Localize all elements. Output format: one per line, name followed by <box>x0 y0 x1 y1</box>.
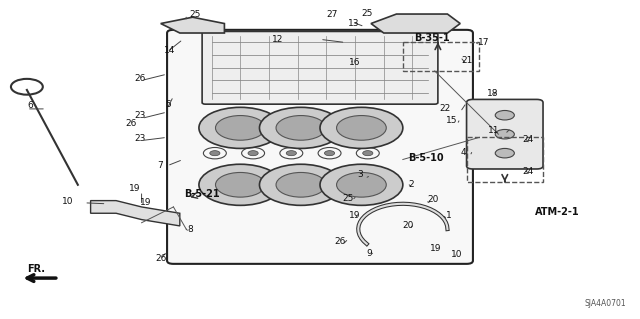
Text: 24: 24 <box>523 135 534 145</box>
Circle shape <box>324 87 335 93</box>
Circle shape <box>248 182 258 187</box>
Circle shape <box>248 87 258 93</box>
Text: 13: 13 <box>348 19 360 28</box>
Circle shape <box>324 56 335 61</box>
Text: 11: 11 <box>488 126 499 135</box>
Text: 23: 23 <box>134 111 145 120</box>
Circle shape <box>320 107 403 148</box>
Circle shape <box>363 119 373 124</box>
Circle shape <box>210 119 220 124</box>
Text: 19: 19 <box>129 184 140 193</box>
Circle shape <box>210 87 220 93</box>
Circle shape <box>363 182 373 187</box>
Text: 8: 8 <box>188 225 193 234</box>
Text: 12: 12 <box>272 35 284 44</box>
Circle shape <box>259 107 342 148</box>
FancyBboxPatch shape <box>467 100 543 169</box>
Circle shape <box>495 110 515 120</box>
Text: 10: 10 <box>62 197 74 206</box>
Text: 23: 23 <box>134 134 145 144</box>
Text: B-5-21: B-5-21 <box>184 189 220 199</box>
Circle shape <box>216 173 265 197</box>
Polygon shape <box>371 14 460 33</box>
Text: 5: 5 <box>165 100 171 109</box>
Text: 2: 2 <box>408 180 413 189</box>
Polygon shape <box>91 201 180 226</box>
Text: 26: 26 <box>125 119 137 128</box>
Text: SJA4A0701: SJA4A0701 <box>584 299 626 308</box>
Text: 26: 26 <box>156 254 167 263</box>
Circle shape <box>210 151 220 156</box>
Circle shape <box>276 115 326 140</box>
Text: B-5-10: B-5-10 <box>408 153 444 163</box>
Text: 3: 3 <box>357 170 363 179</box>
Polygon shape <box>161 17 225 33</box>
Circle shape <box>363 87 373 93</box>
Text: 20: 20 <box>403 221 414 230</box>
Text: 17: 17 <box>478 38 490 47</box>
Text: 1: 1 <box>446 211 452 220</box>
FancyBboxPatch shape <box>202 32 438 104</box>
Circle shape <box>276 173 326 197</box>
Text: 10: 10 <box>451 250 462 259</box>
Circle shape <box>337 173 387 197</box>
Text: 25: 25 <box>189 10 201 19</box>
Text: 24: 24 <box>523 167 534 176</box>
Text: 19: 19 <box>349 211 360 220</box>
Circle shape <box>216 115 265 140</box>
Circle shape <box>248 56 258 61</box>
Circle shape <box>286 119 296 124</box>
Circle shape <box>210 182 220 187</box>
Circle shape <box>286 151 296 156</box>
Text: 6: 6 <box>27 101 33 110</box>
Text: 20: 20 <box>427 196 438 204</box>
Circle shape <box>286 87 296 93</box>
Circle shape <box>199 107 282 148</box>
Text: ATM-2-1: ATM-2-1 <box>536 207 580 217</box>
Circle shape <box>363 151 373 156</box>
Circle shape <box>320 164 403 205</box>
Text: 21: 21 <box>461 56 473 65</box>
Circle shape <box>324 119 335 124</box>
Circle shape <box>259 164 342 205</box>
Circle shape <box>495 130 515 139</box>
Text: 19: 19 <box>140 198 152 207</box>
Text: 26: 26 <box>134 74 145 83</box>
Text: 27: 27 <box>326 10 338 19</box>
Circle shape <box>495 148 515 158</box>
Text: 7: 7 <box>157 161 163 170</box>
Text: 4: 4 <box>460 148 466 157</box>
Circle shape <box>286 182 296 187</box>
Text: 19: 19 <box>429 244 441 253</box>
Circle shape <box>363 56 373 61</box>
Text: 25: 25 <box>342 194 354 203</box>
Text: 14: 14 <box>164 46 175 55</box>
Text: 18: 18 <box>487 89 499 98</box>
Text: B-35-1: B-35-1 <box>414 33 450 43</box>
Circle shape <box>324 151 335 156</box>
Circle shape <box>324 182 335 187</box>
Text: 22: 22 <box>440 104 451 113</box>
FancyBboxPatch shape <box>167 30 473 264</box>
Text: 15: 15 <box>446 116 458 125</box>
Circle shape <box>286 56 296 61</box>
Text: 16: 16 <box>349 58 360 67</box>
Circle shape <box>210 56 220 61</box>
Circle shape <box>337 115 387 140</box>
Circle shape <box>199 164 282 205</box>
Text: 25: 25 <box>362 9 372 18</box>
Circle shape <box>248 151 258 156</box>
Text: 26: 26 <box>334 237 346 246</box>
Circle shape <box>248 119 258 124</box>
Text: FR.: FR. <box>28 264 45 274</box>
Text: 9: 9 <box>366 249 372 258</box>
